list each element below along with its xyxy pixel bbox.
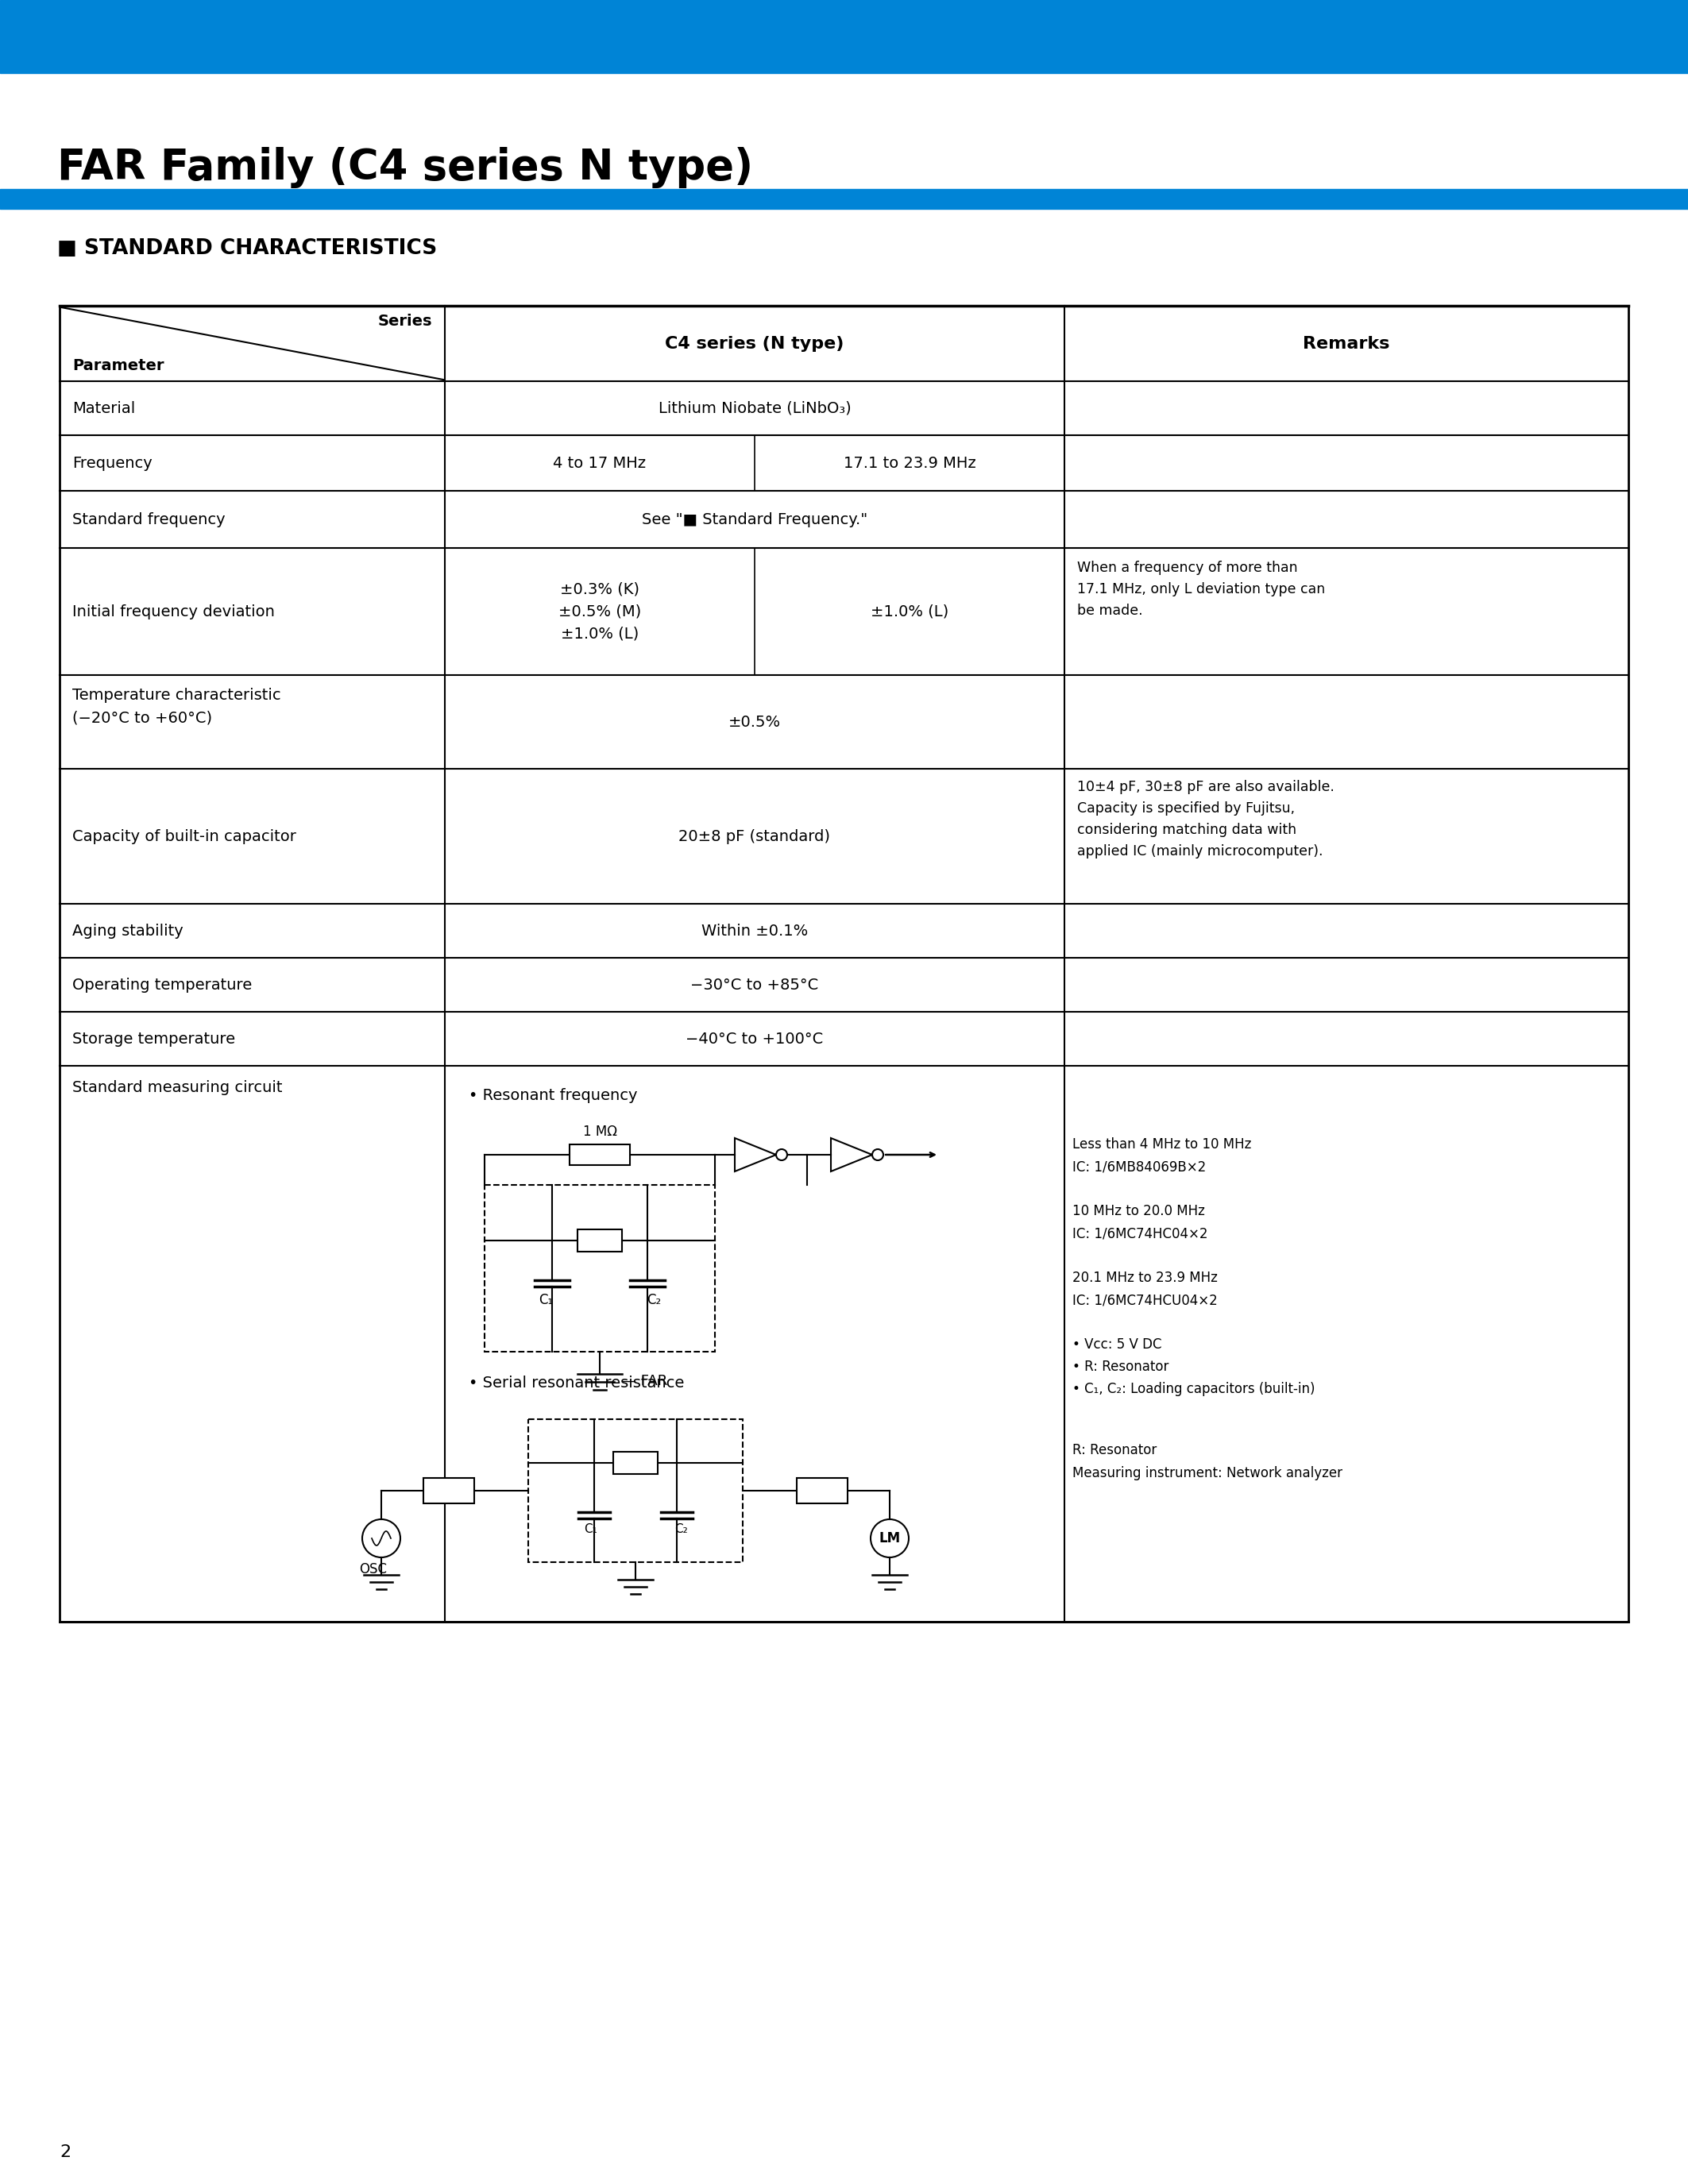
Text: IC: 1/6MC74HCU04×2: IC: 1/6MC74HCU04×2: [1072, 1293, 1217, 1308]
Text: Capacity of built-in capacitor: Capacity of built-in capacitor: [73, 828, 295, 843]
Text: Standard measuring circuit: Standard measuring circuit: [73, 1081, 282, 1094]
Bar: [569, 1144, 630, 1164]
Bar: [0, 190, 1688, 210]
Text: IC: 1/6MC74HC04×2: IC: 1/6MC74HC04×2: [1072, 1225, 1209, 1241]
Text: Parameter: Parameter: [73, 358, 164, 373]
Text: Aging stability: Aging stability: [73, 924, 184, 939]
Text: C₂: C₂: [647, 1293, 662, 1308]
Text: Storage temperature: Storage temperature: [73, 1031, 235, 1046]
Text: 20.1 MHz to 23.9 MHz: 20.1 MHz to 23.9 MHz: [1072, 1271, 1217, 1284]
Text: FAR Family (C4 series N type): FAR Family (C4 series N type): [57, 146, 753, 188]
Text: ±0.5%: ±0.5%: [729, 714, 782, 729]
Text: Initial frequency deviation: Initial frequency deviation: [73, 605, 275, 618]
Text: C₁: C₁: [584, 1522, 598, 1535]
Text: ±1.0% (L): ±1.0% (L): [871, 605, 949, 618]
Bar: [797, 1479, 847, 1503]
Bar: [484, 1186, 716, 1352]
Text: R: R: [594, 1234, 604, 1247]
Text: — FAR: — FAR: [621, 1374, 667, 1389]
Text: • Vcc: 5 V DC: • Vcc: 5 V DC: [1072, 1337, 1161, 1352]
Text: R: R: [631, 1457, 640, 1470]
Text: 1 MΩ: 1 MΩ: [582, 1125, 616, 1138]
Text: 10±4 pF, 30±8 pF are also available.
Capacity is specified by Fujitsu,
consideri: 10±4 pF, 30±8 pF are also available. Cap…: [1077, 780, 1335, 858]
Text: 4 to 17 MHz: 4 to 17 MHz: [554, 456, 647, 470]
Text: ±0.3% (K)
±0.5% (M)
±1.0% (L): ±0.3% (K) ±0.5% (M) ±1.0% (L): [559, 581, 641, 642]
Text: C4 series (N type): C4 series (N type): [665, 336, 844, 352]
Text: • C₁, C₂: Loading capacitors (built-in): • C₁, C₂: Loading capacitors (built-in): [1072, 1382, 1315, 1396]
Text: 75 Ω: 75 Ω: [807, 1483, 837, 1498]
Text: 2: 2: [59, 2145, 71, 2160]
Text: Material: Material: [73, 400, 135, 415]
Text: 10 MHz to 20.0 MHz: 10 MHz to 20.0 MHz: [1072, 1203, 1205, 1219]
Text: −30°C to +85°C: −30°C to +85°C: [690, 976, 819, 992]
Text: Less than 4 MHz to 10 MHz: Less than 4 MHz to 10 MHz: [1072, 1138, 1251, 1151]
Text: • Serial resonant resistance: • Serial resonant resistance: [469, 1376, 684, 1391]
Text: R: Resonator
Measuring instrument: Network analyzer: R: Resonator Measuring instrument: Netwo…: [1072, 1444, 1342, 1481]
Bar: [528, 1420, 743, 1562]
Text: Operating temperature: Operating temperature: [73, 976, 252, 992]
Bar: [59, 306, 1629, 1623]
Bar: [424, 1479, 474, 1503]
Text: 17.1 to 23.9 MHz: 17.1 to 23.9 MHz: [844, 456, 976, 470]
Text: C₂: C₂: [674, 1522, 687, 1535]
Bar: [0, 0, 1688, 72]
Text: Lithium Niobate (LiNbO₃): Lithium Niobate (LiNbO₃): [658, 400, 851, 415]
Text: ■ STANDARD CHARACTERISTICS: ■ STANDARD CHARACTERISTICS: [57, 238, 437, 260]
Text: 75 Ω: 75 Ω: [434, 1483, 464, 1498]
Text: OSC: OSC: [360, 1562, 387, 1577]
Text: IC: 1/6MB84069B×2: IC: 1/6MB84069B×2: [1072, 1160, 1205, 1173]
Text: Frequency: Frequency: [73, 456, 152, 470]
Text: C₁: C₁: [538, 1293, 554, 1308]
Text: • R: Resonator: • R: Resonator: [1072, 1361, 1168, 1374]
Text: • Resonant frequency: • Resonant frequency: [469, 1088, 638, 1103]
Text: 20±8 pF (standard): 20±8 pF (standard): [679, 828, 830, 843]
Text: See "■ Standard Frequency.": See "■ Standard Frequency.": [641, 511, 868, 526]
Text: −40°C to +100°C: −40°C to +100°C: [685, 1031, 824, 1046]
Text: LM: LM: [879, 1531, 900, 1546]
Text: Remarks: Remarks: [1303, 336, 1389, 352]
Bar: [613, 1452, 658, 1474]
Text: Temperature characteristic
(−20°C to +60°C): Temperature characteristic (−20°C to +60…: [73, 688, 280, 725]
Text: Standard frequency: Standard frequency: [73, 511, 225, 526]
Text: When a frequency of more than
17.1 MHz, only L deviation type can
be made.: When a frequency of more than 17.1 MHz, …: [1077, 561, 1325, 618]
Text: Within ±0.1%: Within ±0.1%: [701, 924, 809, 939]
Text: Series: Series: [378, 314, 432, 330]
Bar: [577, 1230, 621, 1251]
